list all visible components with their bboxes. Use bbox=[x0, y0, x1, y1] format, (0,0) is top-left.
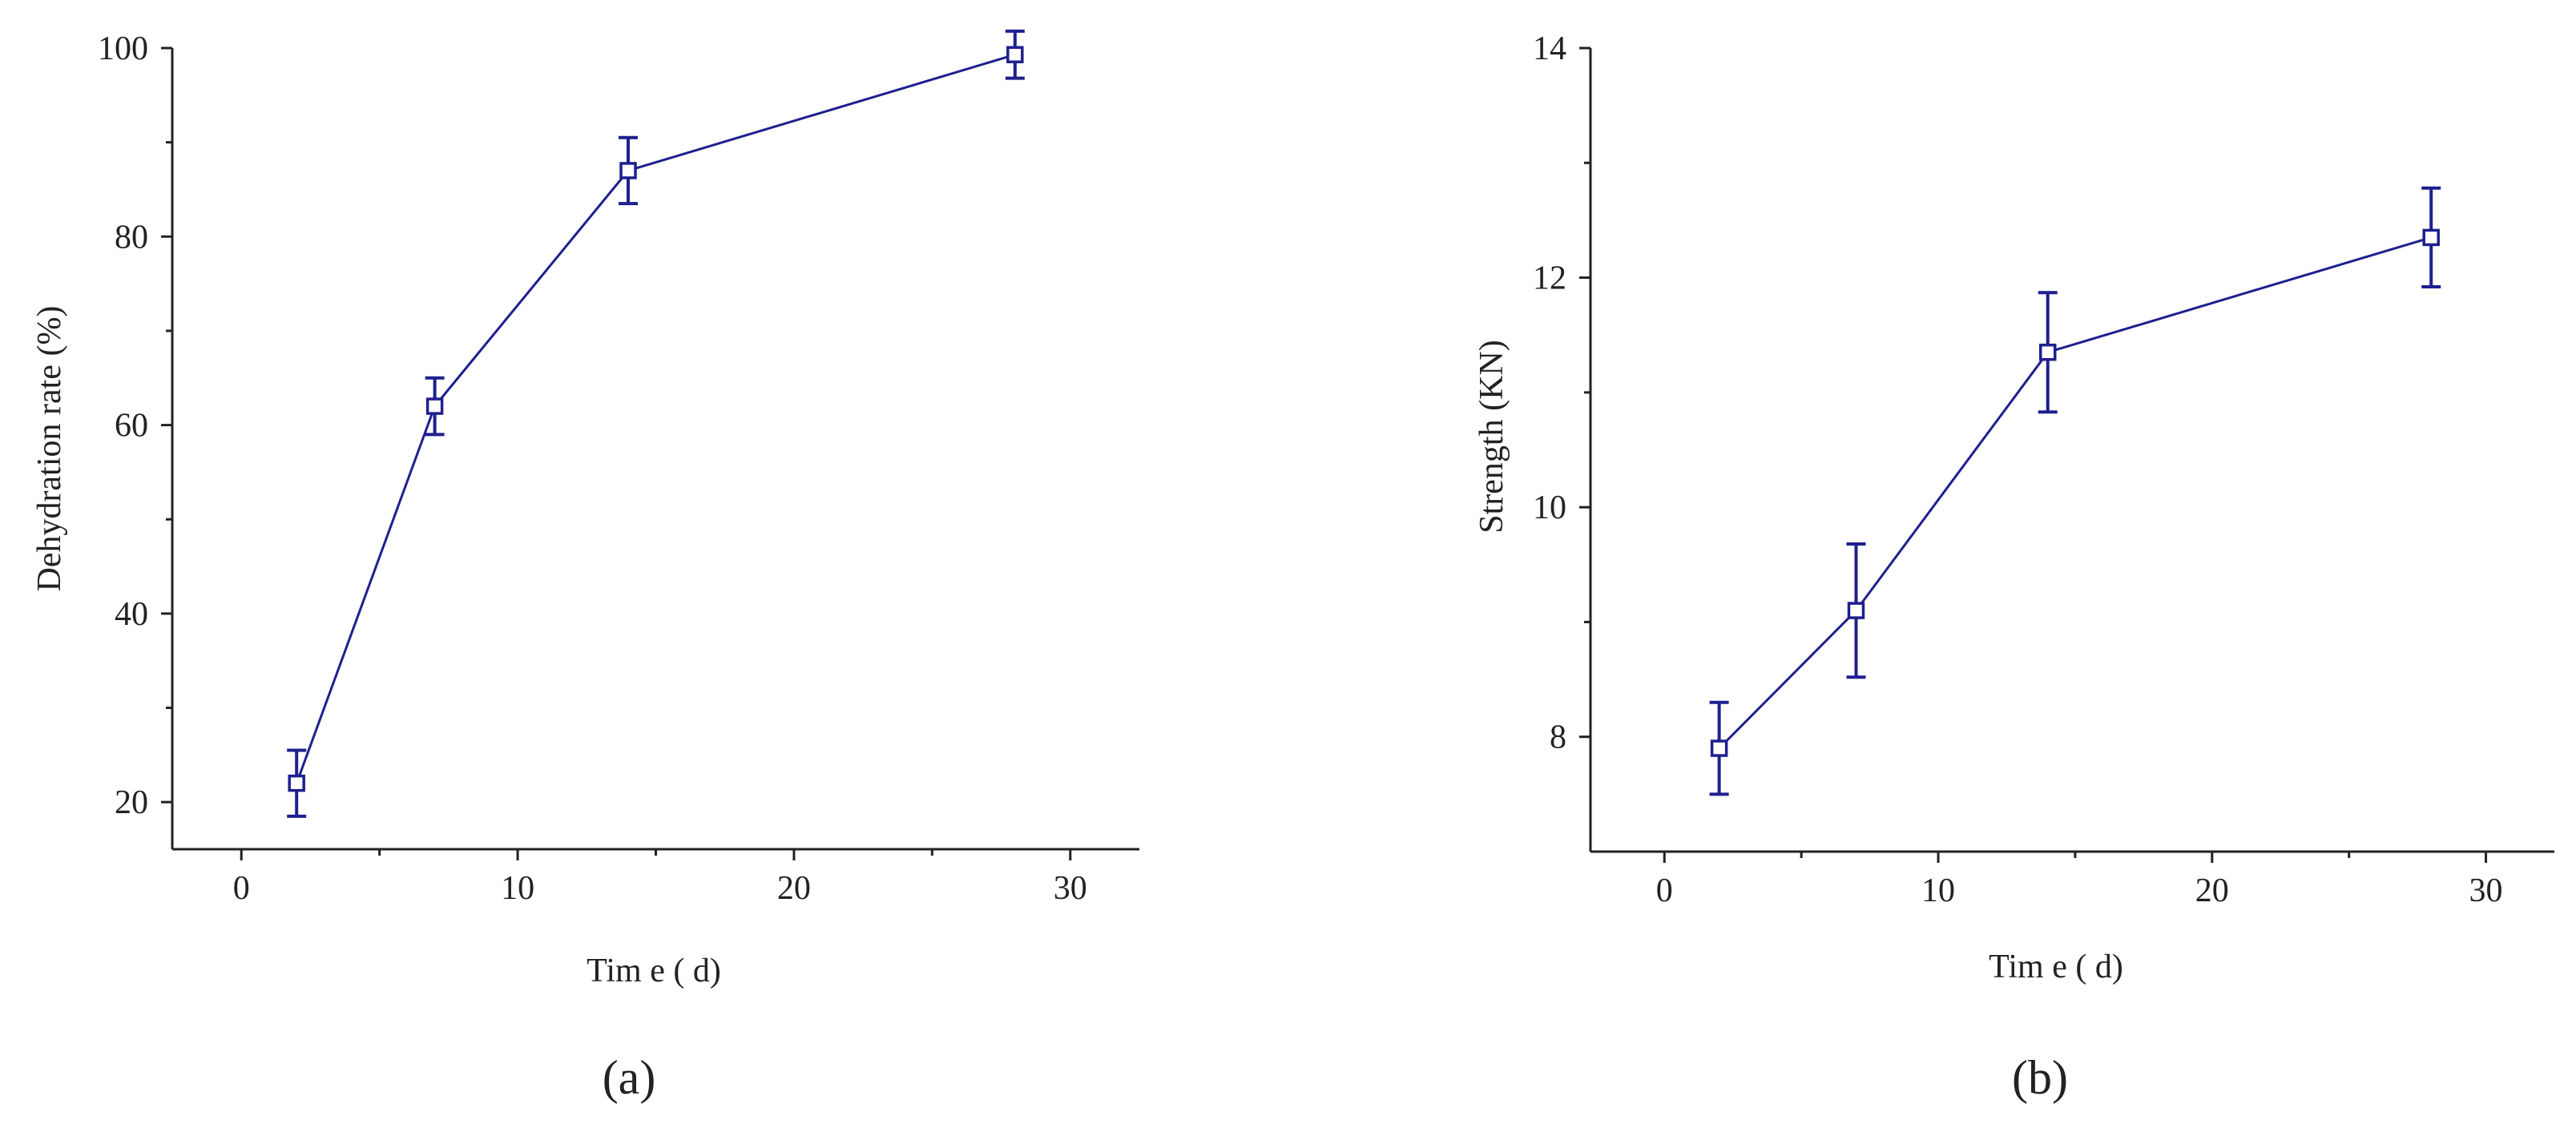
panel-caption: (b) bbox=[2012, 1051, 2068, 1104]
y-tick-label: 80 bbox=[115, 219, 148, 256]
y-axis-title: Strength (KN) bbox=[1473, 340, 1510, 533]
data-point bbox=[1847, 602, 1865, 619]
y-tick-label: 14 bbox=[1533, 30, 1566, 67]
x-tick-label: 30 bbox=[1054, 870, 1087, 907]
x-tick-label: 20 bbox=[2195, 872, 2229, 909]
chart-panel-b: Tim e ( d) Strength (KN) (b) 0 10 20 30 8 10 1… bbox=[1473, 30, 2554, 1104]
y-tick-label: 40 bbox=[115, 596, 148, 633]
x-tick-label: 0 bbox=[1656, 872, 1673, 909]
y-tick-label: 12 bbox=[1533, 260, 1566, 297]
x-tick-label: 30 bbox=[2469, 872, 2503, 909]
data-point bbox=[2422, 228, 2440, 247]
y-tick-label: 20 bbox=[115, 784, 148, 821]
x-axis-title: Tim e ( d) bbox=[587, 953, 721, 989]
data-point bbox=[1710, 739, 1728, 757]
panel-caption: (a) bbox=[603, 1051, 656, 1104]
x-axis-title: Tim e ( d) bbox=[1989, 949, 2123, 985]
series-line bbox=[295, 53, 1016, 784]
data-point bbox=[425, 397, 444, 415]
x-tick-label: 0 bbox=[233, 870, 250, 907]
x-tick-label: 20 bbox=[777, 870, 811, 907]
x-tick-label: 10 bbox=[1921, 872, 1955, 909]
series-line bbox=[1718, 236, 2432, 750]
data-point bbox=[288, 774, 305, 792]
y-tick-label: 60 bbox=[115, 408, 148, 445]
data-point bbox=[1006, 46, 1024, 63]
data-point bbox=[619, 162, 637, 179]
x-tick-label: 10 bbox=[501, 870, 534, 907]
data-point bbox=[2038, 343, 2057, 361]
y-tick-label: 10 bbox=[1533, 489, 1566, 526]
chart-panel-a: Tim e ( d) Dehydration rate (%) (a) 0 10 2… bbox=[31, 29, 1139, 1104]
y-tick-label: 100 bbox=[98, 30, 148, 67]
y-tick-label: 8 bbox=[1550, 719, 1566, 756]
y-axis-title: Dehydration rate (%) bbox=[31, 306, 68, 592]
